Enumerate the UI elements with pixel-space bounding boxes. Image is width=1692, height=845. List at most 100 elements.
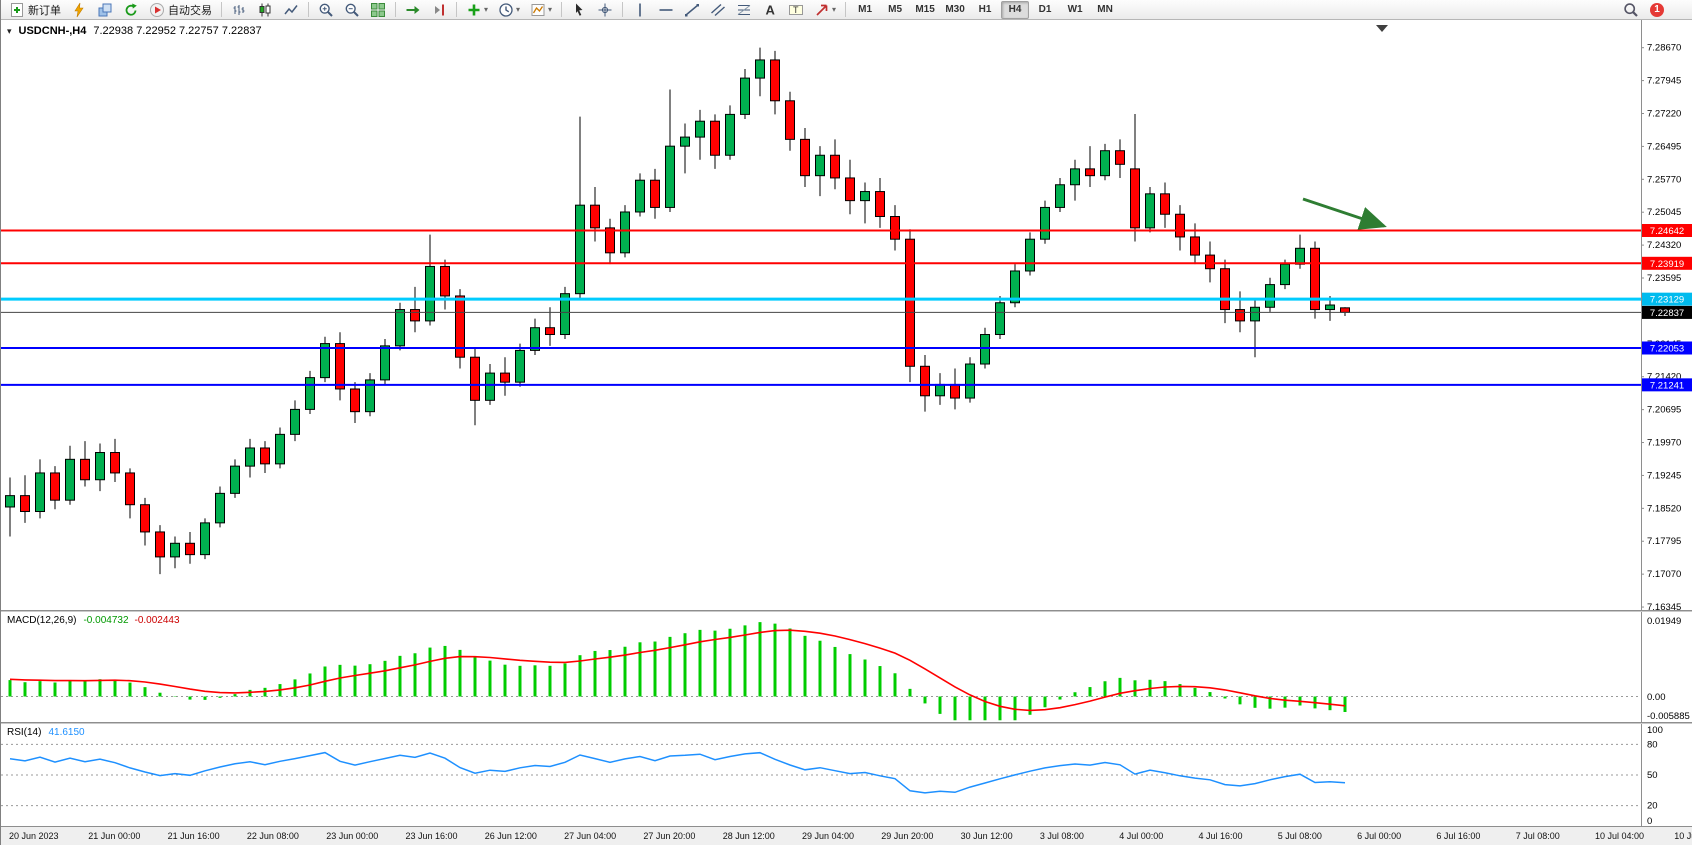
search-icon xyxy=(1623,2,1639,18)
chart-shift-marker-icon xyxy=(1376,25,1388,32)
candle xyxy=(1160,193,1170,215)
hline-icon xyxy=(658,2,674,18)
macd-axis-label: 0.01949 xyxy=(1647,616,1681,627)
candle xyxy=(125,472,135,506)
panel-splitter[interactable] xyxy=(1,722,1692,724)
tile-windows-button[interactable] xyxy=(366,0,390,20)
timeframe-button-h4[interactable]: H4 xyxy=(1001,0,1030,19)
timeframe-button-m30[interactable]: M30 xyxy=(945,3,965,15)
timeframe-button-w1[interactable]: W1 xyxy=(1067,3,1083,15)
refresh-icon xyxy=(123,2,139,18)
candle xyxy=(320,343,330,379)
auto-scroll-button[interactable] xyxy=(401,0,425,20)
price-level-label-box xyxy=(1642,223,1692,237)
time-axis-label: 22 Jun 08:00 xyxy=(246,831,299,841)
profiles-button[interactable] xyxy=(93,0,117,20)
trendline-button[interactable] xyxy=(680,0,704,20)
timeframe-button-m1[interactable]: M1 xyxy=(858,3,873,15)
bar-chart-button[interactable] xyxy=(227,0,251,20)
cursor-button[interactable] xyxy=(567,0,591,20)
candle xyxy=(1190,236,1200,256)
timeframe-button-h1[interactable]: H1 xyxy=(978,3,992,15)
candle xyxy=(1100,150,1110,177)
refresh-button[interactable] xyxy=(119,0,143,20)
timeframe-button-m15[interactable]: M15 xyxy=(915,3,935,15)
line-chart-button[interactable] xyxy=(279,0,303,20)
time-axis-label: 10 Jul 04:00 xyxy=(1595,831,1645,841)
equidistant-channel-button[interactable] xyxy=(706,0,730,20)
price-level-label-box xyxy=(1642,305,1692,319)
candle xyxy=(725,113,735,156)
time-axis-label: 6 Jul 00:00 xyxy=(1357,831,1402,841)
time-axis-label: 29 Jun 20:00 xyxy=(881,831,934,841)
timeframe-button-mn[interactable]: MN xyxy=(1097,3,1113,15)
candle xyxy=(740,77,750,115)
panel-splitter[interactable] xyxy=(1,610,1692,612)
rsi-canvas[interactable]: 100 80 50 20 0 xyxy=(1,724,1692,827)
candle xyxy=(515,349,525,383)
time-axis-label: 7 Jul 08:00 xyxy=(1515,831,1560,841)
one-click-trading-toggle[interactable]: ▾ xyxy=(7,25,12,36)
candle xyxy=(305,377,315,410)
svg-text:T: T xyxy=(793,4,799,14)
price-tick-label: 7.20695 xyxy=(1647,405,1681,416)
horizontal-line-button[interactable] xyxy=(654,0,678,20)
trend-arrow[interactable] xyxy=(1302,197,1387,230)
price-tick-label: 7.18520 xyxy=(1647,503,1681,514)
price-tick-label: 7.23595 xyxy=(1647,273,1681,284)
candle xyxy=(980,334,990,365)
candle xyxy=(770,59,780,102)
search-button[interactable] xyxy=(1619,0,1643,20)
candle xyxy=(245,447,255,467)
auto-trading-button[interactable]: 自动交易 xyxy=(145,0,216,20)
candle xyxy=(1295,247,1305,265)
new-order-button[interactable]: 新订单 xyxy=(5,0,65,20)
crosshair-button[interactable] xyxy=(593,0,617,20)
indicators-button[interactable]: ▾ xyxy=(462,0,492,20)
candle xyxy=(935,383,945,397)
candle xyxy=(1055,184,1065,208)
zoom-out-button[interactable] xyxy=(340,0,364,20)
notification-badge[interactable]: 1 xyxy=(1650,2,1664,17)
candle xyxy=(1145,193,1155,229)
candle xyxy=(260,447,270,465)
candle xyxy=(230,465,240,494)
candlestick-chart-button[interactable] xyxy=(253,0,277,20)
rsi-panel: 100 80 50 20 0 RSI(14) 41.6150 xyxy=(1,724,1692,827)
templates-button[interactable]: ▾ xyxy=(526,0,556,20)
candle xyxy=(575,204,585,295)
new-chart-button[interactable] xyxy=(67,0,91,20)
templates-icon xyxy=(530,2,546,18)
candle xyxy=(110,452,120,474)
macd-axis-label: -0.005885 xyxy=(1647,711,1690,722)
rsi-axis-label: 50 xyxy=(1647,770,1658,781)
arrows-button[interactable]: ▾ xyxy=(810,0,840,20)
timeframe-button-d1[interactable]: D1 xyxy=(1038,3,1052,15)
text-button[interactable]: A xyxy=(758,0,782,20)
candle xyxy=(560,293,570,336)
time-axis-label: 23 Jun 16:00 xyxy=(405,831,458,841)
candle xyxy=(905,238,915,367)
new-order-button-label: 新订单 xyxy=(28,4,61,17)
tile-icon xyxy=(370,2,386,18)
price-level-label-box xyxy=(1642,292,1692,306)
periods-button[interactable]: ▾ xyxy=(494,0,524,20)
candle xyxy=(185,542,195,556)
candle xyxy=(605,227,615,254)
chart-shift-button[interactable] xyxy=(427,0,451,20)
vertical-line-button[interactable] xyxy=(628,0,652,20)
label-button[interactable]: T xyxy=(784,0,808,20)
candle xyxy=(290,408,300,435)
time-axis[interactable]: 20 Jun 2023 21 Jun 00:00 21 Jun 16:00 22 Ju… xyxy=(1,826,1692,845)
candle xyxy=(830,154,840,179)
timeframe-button-m5[interactable]: M5 xyxy=(888,3,903,15)
zoom-in-button[interactable] xyxy=(314,0,338,20)
fibonacci-button[interactable] xyxy=(732,0,756,20)
price-level-label: 7.23129 xyxy=(1650,295,1684,306)
main-chart-canvas[interactable]: 7.28670 7.27945 7.27220 7.26495 7.25770 7.250… xyxy=(1,20,1692,613)
macd-canvas[interactable]: 0.01949 0.00 -0.005885 xyxy=(1,612,1692,722)
periods-icon xyxy=(498,2,514,18)
candle xyxy=(1040,206,1050,240)
time-axis-label: 3 Jul 08:00 xyxy=(1039,831,1084,841)
candle xyxy=(80,458,90,481)
